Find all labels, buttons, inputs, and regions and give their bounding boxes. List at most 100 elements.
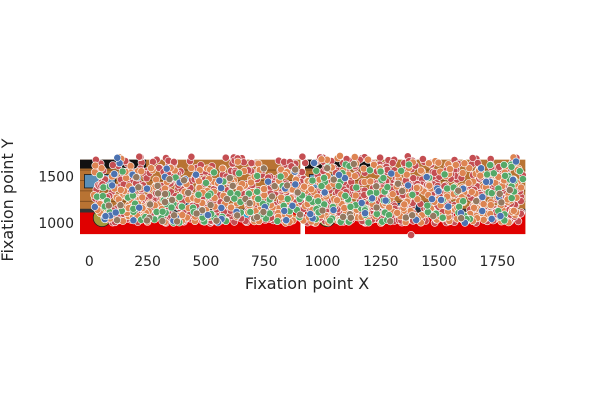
fixation-point <box>222 195 231 203</box>
fixation-point <box>298 152 307 161</box>
fixation-point <box>376 153 384 162</box>
fixation-point <box>468 154 477 162</box>
fixation-point <box>394 179 402 188</box>
fixation-point <box>116 201 125 210</box>
fixation-point <box>364 155 372 164</box>
fixation-point <box>104 201 113 210</box>
fixation-point <box>218 164 227 173</box>
fixation-point <box>416 166 425 175</box>
fixation-point <box>369 160 378 169</box>
fixation-point <box>381 196 390 205</box>
fixation-point <box>221 153 230 162</box>
fixation-point <box>187 152 196 161</box>
fixation-point <box>323 164 332 173</box>
x-axis-label: Fixation point X <box>245 274 369 293</box>
fixation-point <box>235 169 243 178</box>
fixation-point <box>517 183 525 192</box>
fixation-point <box>368 194 377 203</box>
fixation-point <box>457 214 466 223</box>
fixation-point <box>336 152 344 160</box>
fixation-point <box>227 203 235 212</box>
fixation-point <box>296 210 304 219</box>
fixation-point <box>135 203 144 212</box>
fixation-point <box>177 202 186 211</box>
fixation-point <box>329 206 338 214</box>
fixation-point <box>346 202 355 211</box>
fixation-point <box>259 207 268 216</box>
fixation-point <box>161 198 169 206</box>
fixation-point <box>118 167 127 176</box>
fixation-point <box>268 192 276 201</box>
fixation-point <box>408 190 417 199</box>
fixation-point <box>158 217 167 225</box>
fixation-point <box>434 158 443 167</box>
fixation-point <box>333 196 341 205</box>
fixation-point <box>217 203 226 212</box>
fixation-point <box>99 192 107 200</box>
x-tick-label: 1500 <box>421 254 457 270</box>
fixation-point <box>412 183 421 192</box>
fixation-point <box>273 217 282 225</box>
fixation-point <box>280 206 289 215</box>
fixation-point <box>444 202 453 211</box>
fixation-point <box>260 185 268 193</box>
fixation-point <box>170 211 178 220</box>
fixation-point <box>479 215 488 224</box>
fixation-point <box>352 183 361 192</box>
fixation-point <box>288 201 297 210</box>
fixation-point <box>147 164 155 173</box>
fixation-point <box>126 162 135 170</box>
fixation-point <box>259 164 268 173</box>
fixation-point <box>429 212 438 220</box>
fixation-point <box>245 199 254 208</box>
fixation-point <box>210 168 218 177</box>
fixation-point <box>270 182 279 191</box>
fixation-point <box>143 184 151 193</box>
fixation-point <box>335 170 343 179</box>
fixation-point <box>486 161 495 169</box>
fixation-point <box>404 160 413 169</box>
fixation-point <box>482 177 491 186</box>
fixation-point <box>454 186 463 195</box>
fixation-point <box>364 218 373 227</box>
fixation-point <box>507 162 516 171</box>
fixation-point <box>425 181 434 190</box>
fixation-point <box>351 191 360 200</box>
fixation-point <box>438 213 447 222</box>
fixation-point <box>357 198 366 207</box>
fixation-point <box>187 164 196 172</box>
fixation-point <box>291 165 300 174</box>
fixation-point <box>340 174 349 182</box>
x-tick-label: 0 <box>85 254 94 270</box>
fixation-point <box>479 200 488 208</box>
fixation-point <box>350 153 359 161</box>
x-axis: 0 250 500 750 1000 1250 1500 1750 <box>85 254 515 270</box>
fixation-point <box>91 161 100 170</box>
fixation-point <box>451 160 460 169</box>
fixation-point <box>372 182 381 191</box>
fixation-point <box>341 191 350 200</box>
fixation-point <box>111 208 120 217</box>
fixation-point <box>265 209 274 218</box>
fixation-point <box>146 200 154 209</box>
fixation-point <box>192 170 200 179</box>
fixation-point <box>393 208 402 217</box>
fixation-point <box>170 157 178 166</box>
fixation-point <box>440 170 449 179</box>
fixation-point <box>138 193 147 202</box>
fixation-point <box>423 201 432 210</box>
fixation-point <box>167 203 176 212</box>
fixation-point <box>486 201 495 209</box>
fixation-point <box>418 155 427 163</box>
fixation-point <box>206 201 215 209</box>
fixation-point <box>476 171 485 180</box>
fixation-point <box>173 217 181 226</box>
fixation-point <box>307 185 316 194</box>
fixation-point <box>509 175 517 184</box>
fixation-point <box>175 193 184 202</box>
fixation-point <box>108 161 117 169</box>
fixation-point <box>253 187 261 196</box>
y-axis-label: Fixation point Y <box>0 138 17 261</box>
fixation-point <box>496 212 505 220</box>
